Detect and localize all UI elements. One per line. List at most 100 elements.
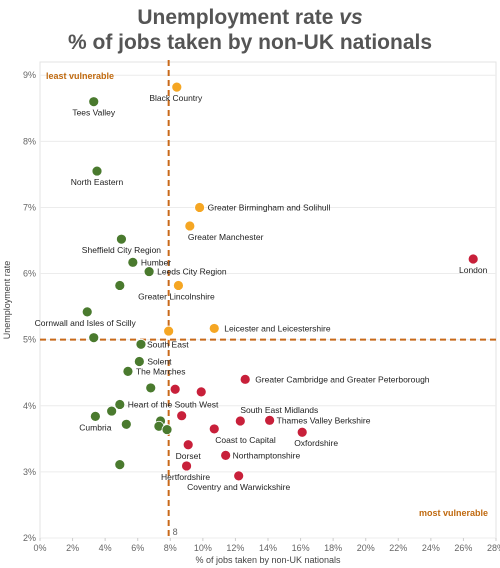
data-point (81, 306, 93, 318)
data-point (233, 470, 245, 482)
y-tick-label: 8% (23, 136, 36, 146)
data-point (88, 332, 100, 344)
point-label: Dorset (176, 451, 202, 461)
data-point (173, 280, 184, 291)
data-point (122, 365, 134, 377)
point-label: Cornwall and Isles of Scilly (35, 318, 137, 328)
data-point (264, 414, 276, 426)
y-tick-label: 5% (23, 335, 36, 345)
data-point (114, 280, 126, 291)
point-label: Solent (147, 356, 172, 366)
point-label: South East (147, 339, 189, 349)
point-label: Thames Valley Berkshire (277, 415, 371, 425)
data-point (114, 399, 126, 410)
plot-frame (39, 61, 497, 539)
data-point (135, 338, 147, 350)
data-point (194, 202, 206, 213)
data-point (127, 256, 139, 268)
x-tick-label: 20% (357, 543, 375, 553)
data-point (91, 165, 103, 177)
point-label: South East Midlands (240, 405, 318, 415)
x-tick-label: 16% (292, 543, 310, 553)
x-tick-label: 22% (389, 543, 407, 553)
data-point (171, 81, 183, 93)
data-point (106, 405, 118, 417)
y-tick-label: 3% (23, 467, 36, 477)
point-label: Cumbria (79, 422, 111, 432)
data-point (176, 410, 188, 422)
point-label: Greater Birmingham and Solihull (208, 202, 331, 212)
data-point (208, 323, 220, 334)
data-points (81, 81, 479, 482)
chart-title-line-1: Unemployment rate vs (0, 6, 500, 30)
point-label: London (459, 265, 488, 275)
point-label: Coventry and Warwickshire (187, 482, 290, 492)
point-label: Greater Manchester (188, 232, 264, 242)
point-label: Sheffield City Region (82, 245, 161, 255)
data-point (163, 325, 175, 337)
data-point (208, 423, 220, 435)
y-tick-label: 7% (23, 202, 36, 212)
point-label: Northamptonshire (233, 450, 301, 460)
point-label: Oxfordshire (294, 438, 338, 448)
point-labels: Tees Valley North Eastern Sheffield City R… (35, 93, 488, 492)
x-tick-label: 12% (226, 543, 244, 553)
point-label: Humber (141, 257, 171, 267)
data-point (181, 460, 192, 472)
data-point (184, 220, 196, 232)
x-tick-label: 26% (454, 543, 472, 553)
data-point (239, 373, 251, 385)
most-vulnerable-label: most vulnerable (419, 508, 488, 518)
data-point (220, 449, 232, 461)
point-label: Black Country (149, 93, 203, 103)
chart-title-vs: vs (339, 6, 363, 29)
data-point (133, 356, 145, 367)
point-label: The Marches (136, 366, 186, 376)
data-point (145, 382, 157, 394)
chart-title-prefix: Unemployment rate (137, 6, 340, 29)
x-tick-label: 8% (164, 543, 177, 553)
reference-x-marker-label: 8 (173, 527, 178, 537)
data-point (169, 383, 181, 395)
point-label: Heart of the South West (128, 399, 219, 409)
point-label: Greater Lincolnshire (138, 291, 215, 301)
point-label: North Eastern (71, 177, 124, 187)
least-vulnerable-label: least vulnerable (46, 71, 114, 81)
point-label: Tees Valley (72, 108, 116, 118)
y-tick-label: 9% (23, 70, 36, 80)
point-label: Leeds City Region (157, 267, 227, 277)
y-tick-label: 2% (23, 533, 36, 543)
data-point (467, 253, 479, 265)
x-tick-label: 28% (487, 543, 500, 553)
x-axis-label: % of jobs taken by non-UK nationals (195, 555, 341, 565)
data-point (296, 426, 308, 438)
data-point (143, 266, 155, 277)
data-point (114, 459, 126, 471)
point-label: Leicester and Leicestershire (224, 323, 331, 333)
data-point (120, 418, 132, 430)
data-point (161, 424, 173, 435)
x-tick-label: 0% (33, 543, 46, 553)
x-tick-label: 10% (194, 543, 212, 553)
axes: 2%3%4%5%6%7%8%9%0% 2% 4% 6% 8% 10% 12% 14% 16% 18… (23, 70, 500, 553)
x-tick-label: 2% (66, 543, 79, 553)
y-tick-label: 4% (23, 401, 36, 411)
point-label: Coast to Capital (215, 435, 276, 445)
x-tick-label: 24% (422, 543, 440, 553)
chart-title-line-2: % of jobs taken by non-UK nationals (67, 31, 433, 54)
x-tick-label: 6% (131, 543, 144, 553)
reference-lines (40, 60, 496, 538)
data-point (89, 410, 101, 422)
y-axis-label: Unemployment rate (2, 261, 12, 340)
gridlines (39, 61, 497, 539)
data-point (234, 415, 246, 427)
data-point (116, 233, 127, 245)
point-label: Greater Cambridge and Greater Peterborou… (255, 374, 430, 384)
y-tick-label: 6% (23, 269, 36, 279)
point-label: Hertfordshire (161, 472, 210, 482)
x-tick-label: 4% (99, 543, 112, 553)
x-tick-label: 18% (324, 543, 342, 553)
x-tick-label: 14% (259, 543, 277, 553)
data-point (88, 96, 100, 108)
